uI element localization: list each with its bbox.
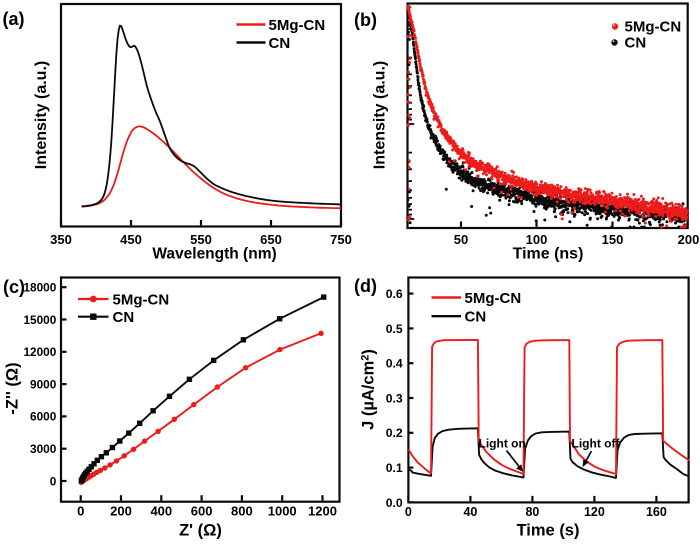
- svg-text:Light on: Light on: [479, 437, 526, 451]
- svg-text:80: 80: [525, 505, 539, 519]
- svg-text:Time (ns): Time (ns): [513, 246, 584, 263]
- svg-text:200: 200: [678, 232, 700, 247]
- svg-text:50: 50: [454, 232, 468, 247]
- svg-text:160: 160: [646, 505, 667, 519]
- svg-text:120: 120: [584, 505, 605, 519]
- svg-text:650: 650: [260, 232, 282, 247]
- svg-text:CN: CN: [625, 35, 647, 52]
- svg-text:(d): (d): [354, 276, 377, 296]
- svg-text:(c): (c): [3, 277, 25, 297]
- svg-text:200: 200: [110, 503, 132, 518]
- svg-text:750: 750: [330, 232, 352, 247]
- svg-text:800: 800: [231, 503, 253, 518]
- svg-text:J (µA/cm2): J (µA/cm2): [360, 349, 378, 430]
- svg-text:(b): (b): [354, 10, 377, 30]
- svg-text:Intensity (a.u.): Intensity (a.u.): [33, 61, 50, 169]
- svg-text:1200: 1200: [308, 503, 337, 518]
- svg-text:Wavelength (nm): Wavelength (nm): [152, 246, 276, 263]
- svg-text:Intensity (a.u.): Intensity (a.u.): [372, 61, 389, 169]
- svg-text:5Mg-CN: 5Mg-CN: [269, 17, 326, 34]
- svg-text:12000: 12000: [23, 345, 56, 359]
- svg-text:0.0: 0.0: [386, 496, 403, 510]
- svg-text:9000: 9000: [30, 377, 57, 391]
- svg-text:-Z'' (Ω): -Z'' (Ω): [4, 362, 22, 414]
- svg-text:18000: 18000: [23, 281, 56, 295]
- svg-text:Time (s): Time (s): [517, 522, 580, 540]
- svg-text:450: 450: [120, 232, 142, 247]
- svg-text:6000: 6000: [30, 410, 57, 424]
- svg-text:CN: CN: [113, 309, 135, 326]
- svg-text:Light off: Light off: [572, 437, 621, 451]
- svg-text:550: 550: [190, 232, 212, 247]
- svg-text:600: 600: [191, 503, 213, 518]
- svg-text:150: 150: [602, 232, 624, 247]
- svg-text:5Mg-CN: 5Mg-CN: [465, 290, 522, 307]
- svg-text:Z' (Ω): Z' (Ω): [179, 522, 222, 540]
- svg-text:0.5: 0.5: [386, 322, 403, 336]
- svg-text:100: 100: [526, 232, 548, 247]
- svg-text:(a): (a): [3, 9, 25, 29]
- svg-text:1000: 1000: [268, 503, 297, 518]
- svg-text:0.2: 0.2: [386, 426, 403, 440]
- svg-text:40: 40: [463, 505, 477, 519]
- svg-text:3000: 3000: [30, 442, 57, 456]
- svg-text:0: 0: [405, 505, 412, 519]
- svg-text:0.3: 0.3: [386, 391, 403, 405]
- svg-text:CN: CN: [269, 35, 291, 52]
- svg-text:400: 400: [150, 503, 172, 518]
- svg-text:0.6: 0.6: [386, 287, 403, 301]
- svg-text:0: 0: [50, 474, 57, 488]
- svg-text:0: 0: [77, 503, 84, 518]
- svg-text:15000: 15000: [23, 313, 56, 327]
- svg-text:5Mg-CN: 5Mg-CN: [113, 292, 170, 309]
- svg-text:CN: CN: [465, 309, 487, 326]
- svg-text:0.4: 0.4: [386, 357, 403, 371]
- svg-text:0.1: 0.1: [386, 461, 403, 475]
- svg-text:5Mg-CN: 5Mg-CN: [625, 19, 682, 36]
- svg-text:350: 350: [50, 232, 72, 247]
